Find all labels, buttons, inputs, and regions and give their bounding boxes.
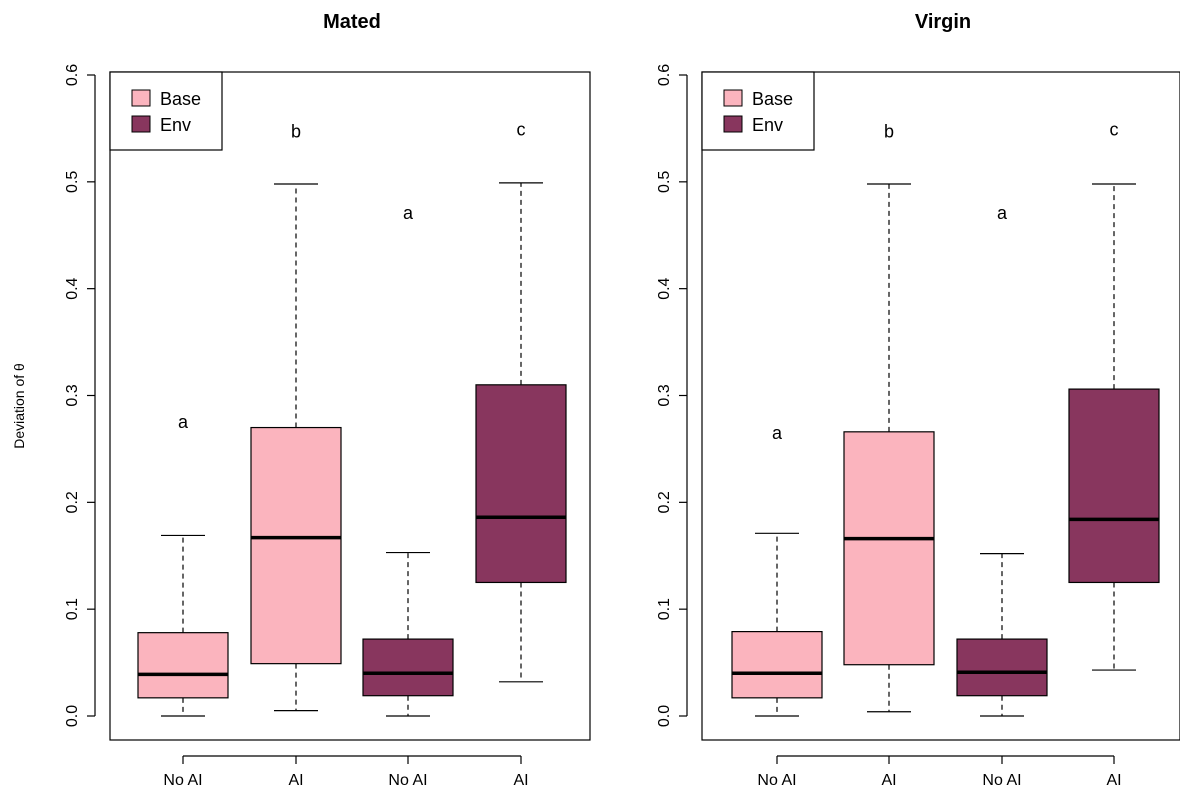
- significance-letter: c: [517, 119, 526, 139]
- box-4: c: [475, 119, 567, 683]
- x-tick-label: No AI: [163, 772, 202, 789]
- x-tick-label: AI: [513, 772, 528, 789]
- legend-box: [701, 71, 815, 151]
- box-iqr: [362, 638, 454, 697]
- y-tick-label: 0.6: [64, 64, 81, 86]
- legend: Base Env: [109, 71, 223, 151]
- significance-letter: a: [403, 203, 414, 223]
- y-tick-label: 0.4: [64, 277, 81, 299]
- box-4: c: [1068, 119, 1160, 671]
- plot-frame: [109, 71, 591, 741]
- chart-title: Virgin: [915, 11, 971, 33]
- legend-label-base: Base: [160, 89, 201, 109]
- box-iqr: [956, 638, 1048, 697]
- chart-panel-virgin: Virgin 0.0 0.1 0.2 0.3 0.4 0.5 0.6 a No AI b AI a No …: [656, 11, 1180, 789]
- legend-swatch-env: [723, 115, 743, 133]
- legend-box: [109, 71, 223, 151]
- x-tick-label: No AI: [757, 772, 796, 789]
- legend-label-env: Env: [160, 115, 191, 135]
- box-iqr: [731, 631, 823, 699]
- y-tick-label: 0.1: [656, 598, 673, 620]
- box-1: a: [137, 412, 229, 717]
- legend-swatch-base: [131, 89, 151, 107]
- chart-title: Mated: [323, 11, 381, 33]
- y-tick-label: 0.2: [64, 491, 81, 513]
- y-tick-label: 0.0: [656, 705, 673, 727]
- box-iqr: [843, 431, 935, 666]
- plot-frame: [701, 71, 1180, 741]
- box-iqr: [137, 632, 229, 699]
- box-3: a: [362, 203, 454, 717]
- legend-label-env: Env: [752, 115, 783, 135]
- box-2: b: [843, 122, 935, 713]
- y-tick-label: 0.5: [64, 171, 81, 193]
- x-tick-label: AI: [1106, 772, 1121, 789]
- y-tick-label: 0.1: [64, 598, 81, 620]
- significance-letter: b: [291, 122, 301, 142]
- significance-letter: c: [1110, 119, 1119, 139]
- significance-letter: a: [997, 203, 1008, 223]
- x-tick-label: AI: [881, 772, 896, 789]
- significance-letter: b: [884, 122, 894, 142]
- legend-swatch-env: [131, 115, 151, 133]
- box-iqr: [1068, 388, 1160, 584]
- legend: Base Env: [701, 71, 815, 151]
- x-tick-label: No AI: [388, 772, 427, 789]
- legend-swatch-base: [723, 89, 743, 107]
- significance-letter: a: [772, 423, 783, 443]
- y-tick-label: 0.2: [656, 491, 673, 513]
- y-tick-label: 0.3: [656, 384, 673, 406]
- y-tick-label: 0.0: [64, 705, 81, 727]
- chart-panel-mated: Mated 0.0 0.1 0.2 0.3 0.4 0.5 0.6 a No AI b AI a No A…: [64, 11, 591, 789]
- y-tick-label: 0.6: [656, 64, 673, 86]
- x-tick-label: No AI: [982, 772, 1021, 789]
- y-axis-label: Deviation of θ: [11, 363, 27, 449]
- box-3: a: [956, 203, 1048, 717]
- x-tick-label: AI: [288, 772, 303, 789]
- y-tick-label: 0.5: [656, 171, 673, 193]
- box-iqr: [250, 426, 342, 665]
- y-tick-label: 0.3: [64, 384, 81, 406]
- box-iqr: [475, 384, 567, 584]
- y-tick-label: 0.4: [656, 277, 673, 299]
- box-1: a: [731, 423, 823, 717]
- legend-label-base: Base: [752, 89, 793, 109]
- box-2: b: [250, 122, 342, 712]
- significance-letter: a: [178, 412, 189, 432]
